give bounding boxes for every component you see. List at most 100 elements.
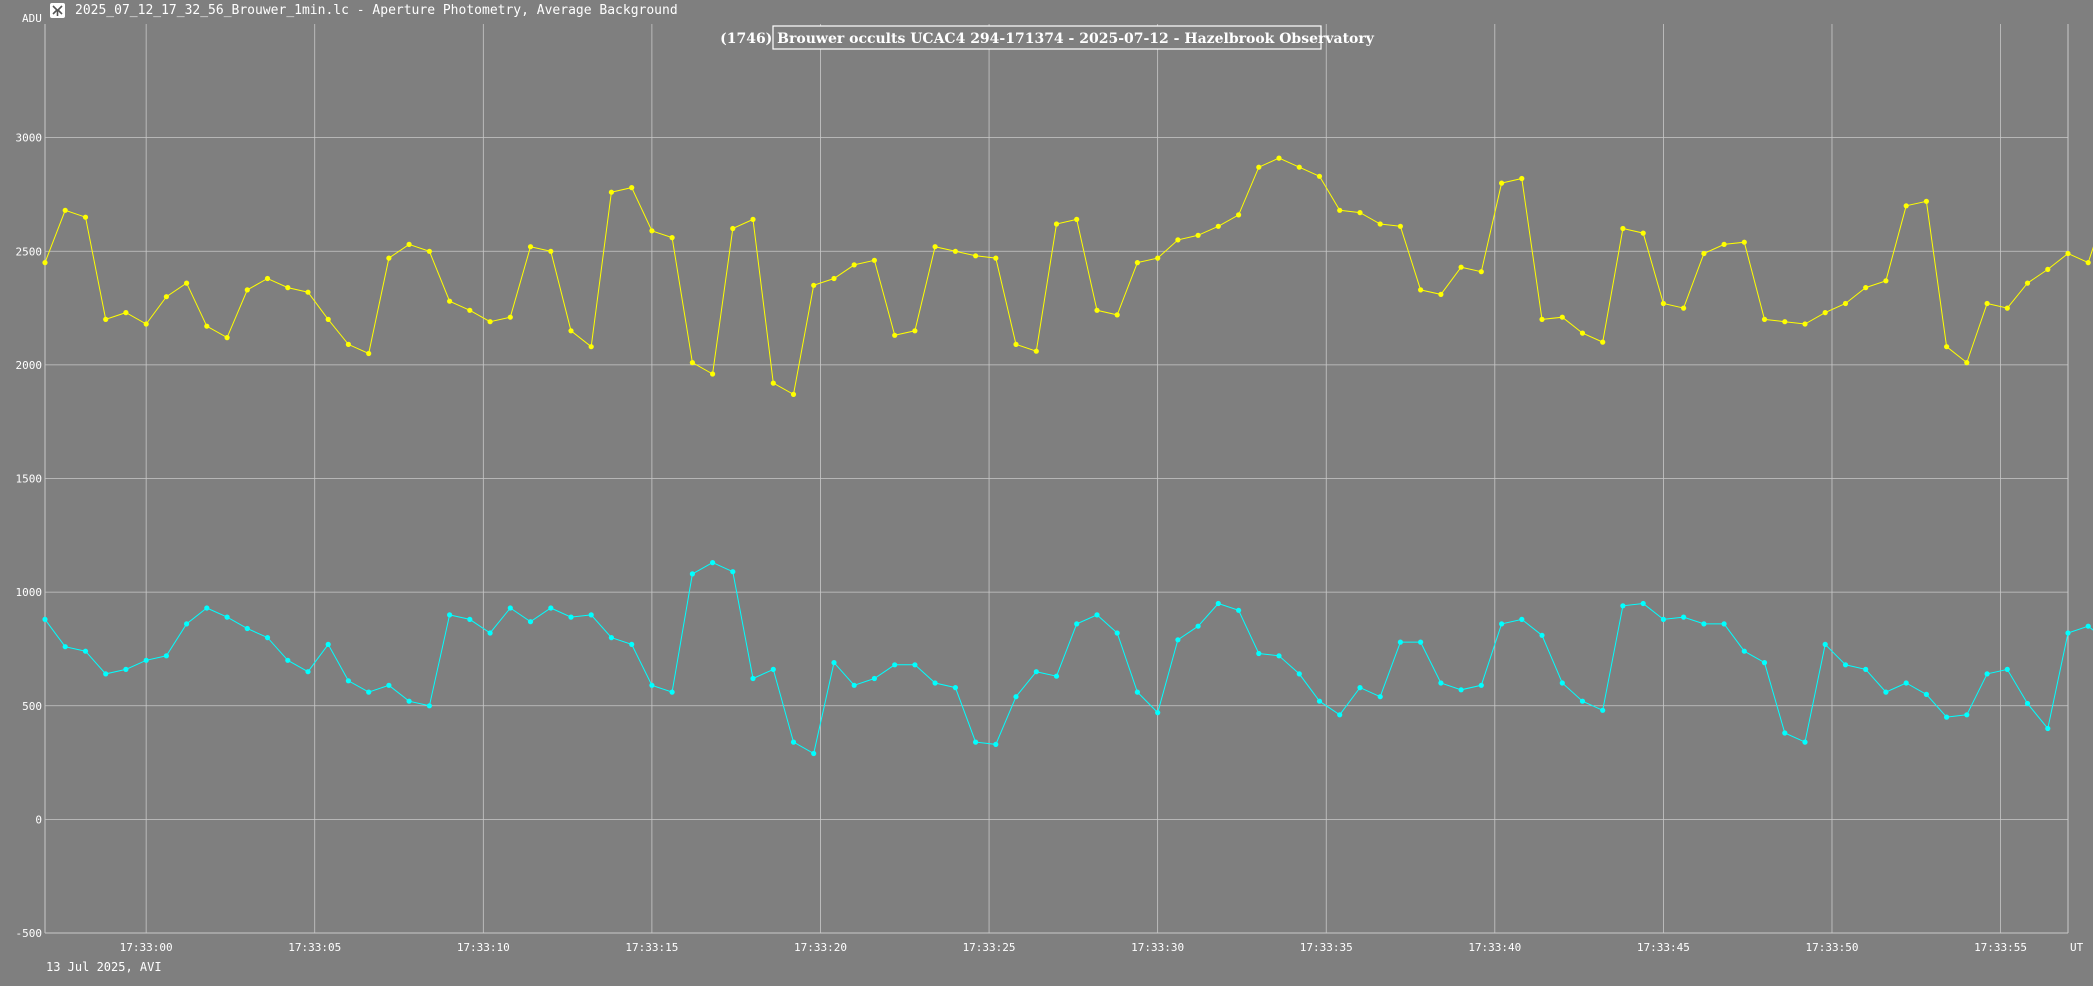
data-point — [1458, 687, 1464, 693]
data-point — [2004, 666, 2010, 673]
data-point — [426, 703, 432, 709]
data-point — [1175, 637, 1181, 643]
data-point — [851, 682, 857, 688]
x-tick-labels: 17:33:00 17:33:05 17:33:10 17:33:15 17:33:20… — [120, 941, 2027, 954]
data-point — [1721, 621, 1727, 627]
data-point — [1316, 698, 1323, 704]
data-point — [1944, 714, 1950, 720]
data-point — [325, 316, 331, 322]
title-bar: 2025_07_12_17_32_56_Brouwer_1min.lc - Ap… — [0, 0, 2093, 22]
data-point — [932, 680, 938, 686]
data-point — [1539, 632, 1545, 638]
data-point — [1539, 316, 1545, 322]
data-point — [204, 605, 210, 611]
data-point — [1094, 612, 1100, 618]
data-point — [527, 619, 534, 625]
data-point — [608, 635, 615, 641]
data-point — [103, 316, 109, 322]
data-point — [447, 298, 453, 304]
y-tick-label: 1500 — [16, 473, 43, 486]
series-1 — [42, 560, 2093, 757]
data-point — [629, 185, 635, 191]
data-point — [366, 350, 372, 357]
data-point — [973, 739, 979, 745]
app-icon[interactable] — [50, 3, 65, 18]
data-point — [871, 257, 878, 263]
data-point — [1822, 641, 1828, 648]
data-point — [1660, 616, 1666, 623]
data-point — [224, 335, 230, 341]
data-point — [1377, 221, 1383, 227]
data-point — [285, 285, 291, 291]
data-point — [1033, 669, 1039, 675]
data-point — [2045, 266, 2051, 272]
data-point — [184, 280, 190, 286]
data-point — [770, 380, 776, 386]
data-point — [750, 216, 756, 222]
data-point — [1640, 230, 1646, 236]
data-point — [1438, 680, 1444, 686]
data-point — [467, 616, 473, 623]
chart-title-box: (1746) Brouwer occults UCAC4 294-171374 … — [720, 25, 1375, 50]
data-point — [1842, 300, 1849, 307]
data-point — [1782, 730, 1788, 736]
data-point — [588, 612, 594, 618]
data-point — [1134, 689, 1140, 695]
data-point — [1782, 319, 1788, 325]
data-point — [1559, 314, 1565, 320]
data-point — [831, 660, 837, 666]
data-point — [123, 310, 129, 316]
data-point — [1883, 689, 1889, 695]
data-point — [1863, 666, 1869, 673]
data-point — [345, 341, 351, 347]
y-tick-label: -500 — [16, 927, 43, 940]
data-point — [1802, 739, 1808, 745]
y-tick-label: 2500 — [16, 245, 43, 258]
data-point — [1499, 180, 1505, 186]
data-point — [1620, 225, 1626, 232]
data-point — [669, 689, 675, 695]
series-line — [44, 157, 2093, 396]
data-point — [1640, 600, 1646, 607]
data-point — [993, 741, 999, 748]
data-point — [1195, 623, 1201, 629]
data-point — [1660, 300, 1666, 307]
data-point — [143, 321, 149, 327]
data-point — [1215, 600, 1221, 607]
data-point — [1377, 694, 1383, 700]
data-point — [204, 323, 210, 329]
data-point — [568, 614, 574, 620]
data-point — [1964, 360, 1970, 366]
y-tick-label: 2000 — [16, 359, 43, 372]
data-point — [1519, 616, 1525, 623]
data-point — [1923, 691, 1929, 698]
data-point — [163, 294, 169, 300]
data-point — [2024, 700, 2031, 707]
data-point — [305, 669, 311, 675]
data-point — [831, 275, 837, 282]
data-point — [244, 625, 250, 632]
data-point — [507, 314, 513, 320]
data-point — [42, 616, 48, 623]
data-point — [1195, 232, 1201, 238]
data-point — [689, 360, 696, 366]
data-point — [588, 344, 594, 350]
data-point — [1964, 712, 1970, 718]
data-point — [82, 214, 89, 220]
data-point — [406, 698, 412, 704]
data-point — [892, 662, 898, 668]
data-point — [1114, 312, 1120, 318]
data-point — [1013, 341, 1019, 347]
data-point — [1519, 175, 1525, 182]
data-point — [1337, 712, 1343, 718]
series-layer — [42, 155, 2093, 757]
data-point — [1337, 207, 1343, 213]
data-point — [669, 235, 675, 241]
data-point — [386, 682, 392, 688]
data-point — [1883, 278, 1889, 284]
data-point — [264, 635, 271, 641]
data-point — [973, 253, 979, 259]
data-point — [912, 328, 918, 334]
y-tick-labels: -500 0 500 1000 1500 2000 2500 3000 — [16, 132, 43, 940]
